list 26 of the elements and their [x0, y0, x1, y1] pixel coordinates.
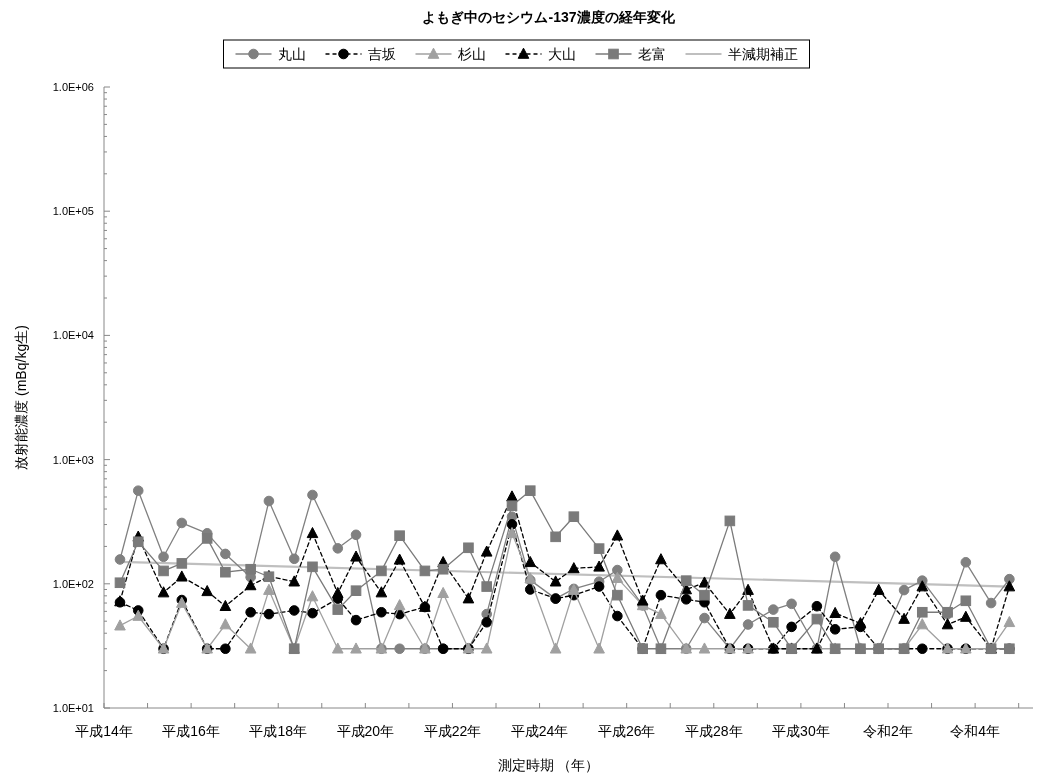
y-tick-label: 1.0E+06: [52, 81, 94, 93]
chart-title: よもぎ中のセシウム-137濃度の経年変化: [422, 9, 676, 25]
x-tick-label: 令和2年: [863, 723, 913, 739]
x-tick-label: 平成26年: [597, 723, 656, 739]
x-tick-label: 平成24年: [510, 723, 569, 739]
y-tick-label: 1.0E+03: [52, 453, 94, 466]
legend-label: 杉山: [456, 46, 486, 62]
legend-label: 吉坂: [367, 46, 396, 62]
x-tick-label: 平成30年: [772, 723, 830, 739]
y-tick-label: 1.0E+01: [52, 702, 94, 714]
y-tick-label: 1.0E+04: [52, 329, 94, 342]
y-axis-title: 放射能濃度 (mBq/kg生): [13, 325, 29, 470]
legend-label: 丸山: [277, 46, 306, 62]
x-tick-label: 令和4年: [950, 723, 1001, 739]
x-tick-label: 平成28年: [685, 723, 743, 739]
legend-label: 老富: [637, 46, 666, 62]
x-tick-label: 平成22年: [423, 723, 482, 739]
x-tick-label: 平成16年: [162, 723, 220, 739]
legend-label: 大山: [547, 46, 576, 62]
x-axis-title: 測定時期 （年）: [497, 757, 600, 773]
x-tick-label: 平成18年: [249, 723, 308, 739]
x-tick-label: 平成14年: [75, 723, 133, 739]
y-tick-label: 1.0E+05: [52, 205, 94, 218]
legend-label: 半減期補正: [727, 46, 798, 62]
y-tick-label: 1.0E+02: [52, 577, 94, 590]
x-tick-label: 平成20年: [336, 723, 395, 739]
